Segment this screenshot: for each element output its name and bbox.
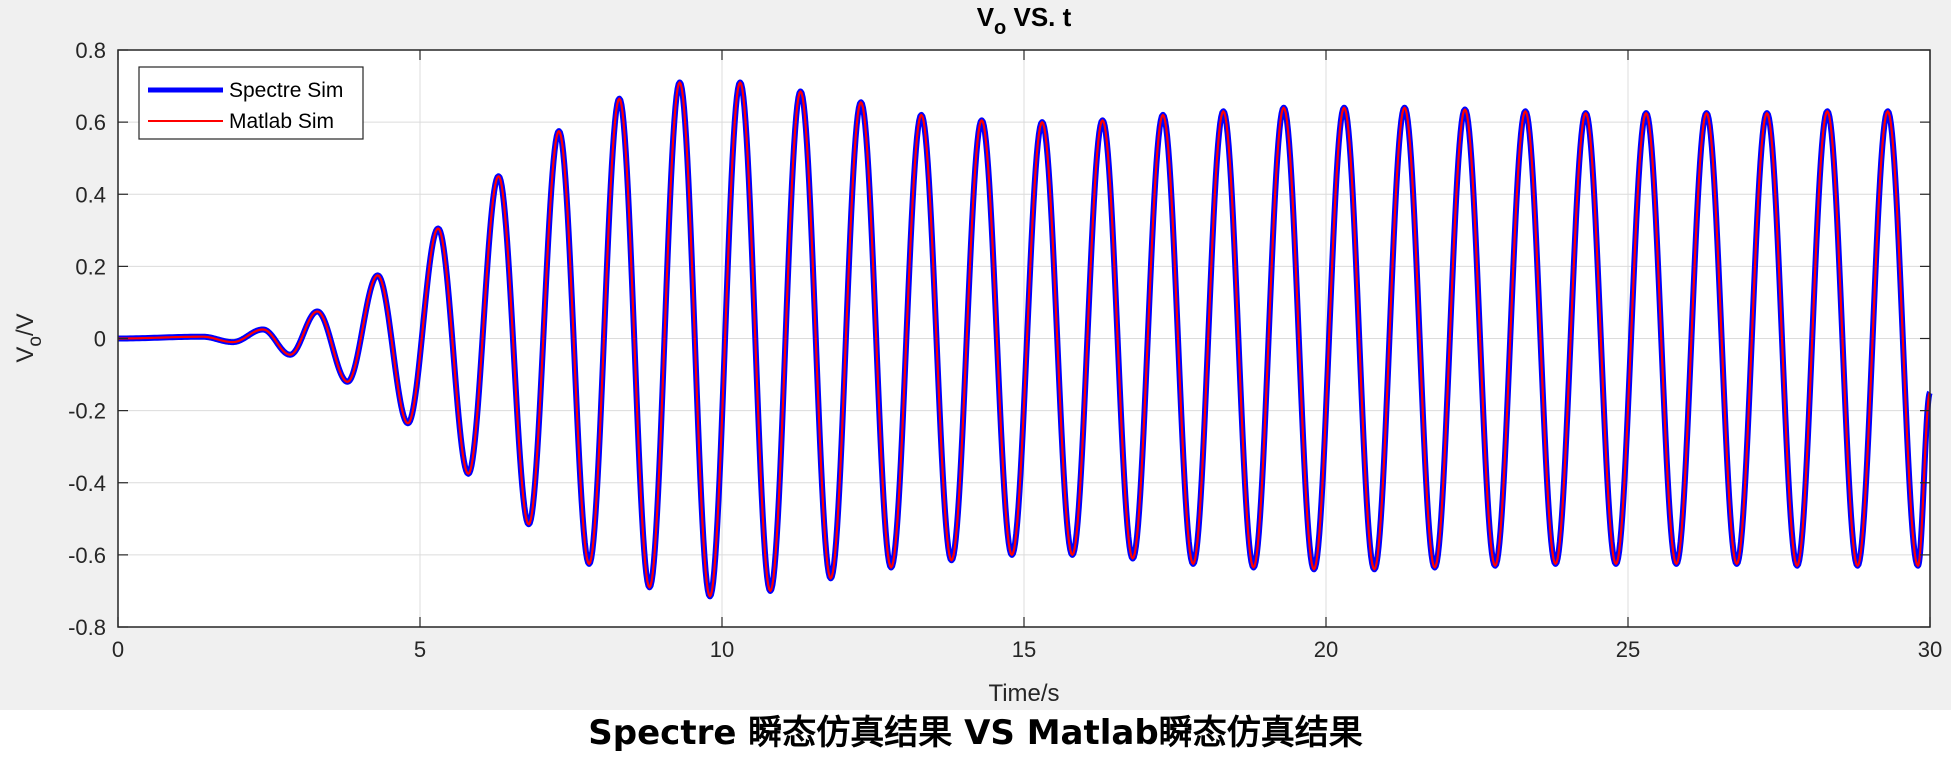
chart-title-subscript: o [994,17,1006,39]
legend-label-matlab: Matlab Sim [229,110,334,133]
x-tick-label: 15 [1012,637,1036,662]
x-tick-label: 25 [1616,637,1640,662]
y-axis-label-main: V [12,347,39,363]
legend-box [138,66,364,140]
y-tick-label: 0.2 [75,254,106,279]
legend: Spectre Sim Matlab Sim [138,66,364,140]
y-axis-label: Vo/V [12,313,46,362]
y-tick-label: 0.4 [75,182,106,207]
y-tick-label: 0.6 [75,110,106,135]
x-tick-label: 30 [1918,637,1942,662]
y-axis-label-rest: /V [12,313,39,336]
series-layer [117,79,1933,600]
x-tick-label: 0 [112,637,124,662]
tick-labels: 0 5 10 15 20 25 30 -0.8 -0.6 -0.4 -0.2 0 0.2 0.4 0.6 0.… [68,38,1942,662]
x-tick-label: 10 [710,637,734,662]
chart-title-main: V [977,2,995,32]
y-tick-label: 0 [94,327,106,352]
series-line-matlab-sim [117,81,1931,598]
y-axis-label-subscript: o [25,336,46,347]
chart-title-rest: VS. t [1006,2,1071,32]
x-axis-label: Time/s [988,680,1059,707]
figure-background: 0 5 10 15 20 25 30 -0.8 -0.6 -0.4 -0.2 0 0.2 0.4 0.6 0.… [0,0,1951,710]
y-tick-label: 0.8 [75,38,106,63]
y-tick-label: -0.2 [68,399,106,424]
x-tick-label: 5 [414,637,426,662]
ticks [117,49,1931,628]
y-tick-label: -0.8 [68,615,106,640]
chart: 0 5 10 15 20 25 30 -0.8 -0.6 -0.4 -0.2 0 0.2 0.4 0.6 0.… [12,2,1942,707]
chart-title: Vo VS. t [977,2,1072,39]
y-tick-label: -0.6 [68,543,106,568]
x-tick-label: 20 [1314,637,1338,662]
figure-caption: Spectre 瞬态仿真结果 VS Matlab瞬态仿真结果 [588,713,1363,753]
y-tick-label: -0.4 [68,471,106,496]
legend-label-spectre: Spectre Sim [229,79,343,102]
